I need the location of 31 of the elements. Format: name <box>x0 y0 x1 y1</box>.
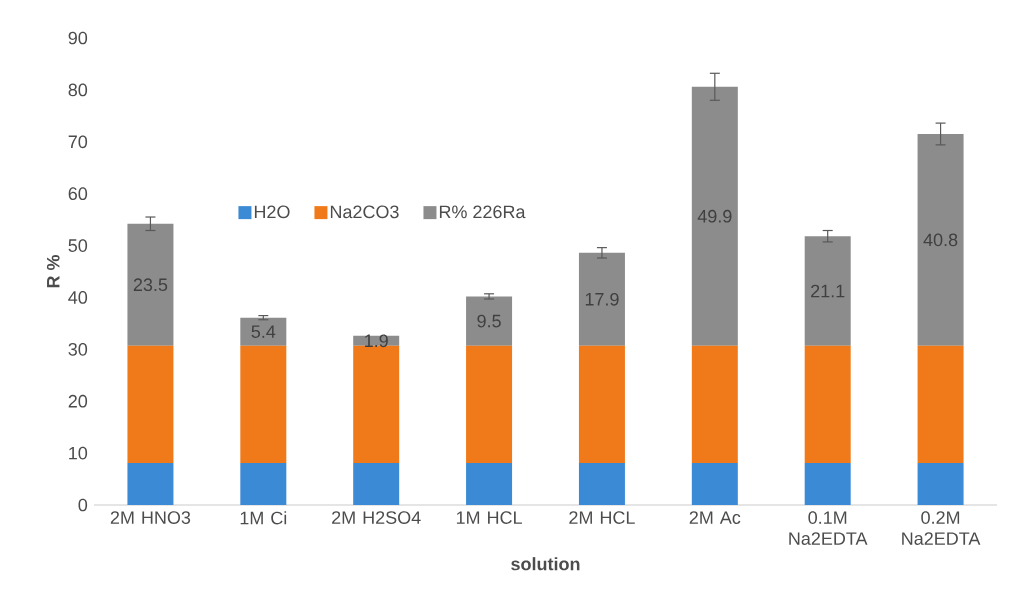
x-axis-title: solution <box>511 557 580 571</box>
y-tick-label: 70 <box>68 135 88 149</box>
x-tick-label: 1M HCL <box>456 511 522 524</box>
x-tick-label: 2M Ac <box>689 511 741 524</box>
x-tick-label: 1M Ci <box>240 511 287 525</box>
data-label: 21.1 <box>811 284 845 298</box>
data-label: 17.9 <box>585 292 619 306</box>
data-label: 23.5 <box>133 278 168 292</box>
legend-label: R% 226Ra <box>439 205 526 219</box>
y-axis-title: R % <box>46 254 60 288</box>
y-tick-label: 60 <box>68 187 88 201</box>
y-tick-label: 10 <box>69 446 88 460</box>
data-label: 9.5 <box>477 314 501 328</box>
y-tick-label: 20 <box>68 394 88 408</box>
data-label: 5.4 <box>251 325 276 338</box>
y-tick-label: 80 <box>68 83 88 97</box>
x-tick-label: 2M HNO3 <box>110 511 191 524</box>
data-label: 1.9 <box>365 334 388 348</box>
legend-label: Na2CO3 <box>330 205 399 219</box>
x-tick-label: 2M HCL <box>569 511 635 524</box>
y-tick-label: 90 <box>68 31 88 45</box>
y-tick-label: 40 <box>68 291 88 304</box>
y-tick-label: 50 <box>68 239 88 252</box>
y-tick-label: 30 <box>68 342 88 356</box>
data-label: 40.8 <box>923 233 958 247</box>
data-label: 49.9 <box>697 209 732 223</box>
x-tick-label: 2M H2SO4 <box>332 511 421 524</box>
y-tick-label: 0 <box>78 498 88 512</box>
legend-label: H2O <box>254 205 290 219</box>
x-tick-label: 0.2M Na2EDTA <box>902 511 981 545</box>
x-tick-label: 0.1M Na2EDTA <box>789 511 868 545</box>
